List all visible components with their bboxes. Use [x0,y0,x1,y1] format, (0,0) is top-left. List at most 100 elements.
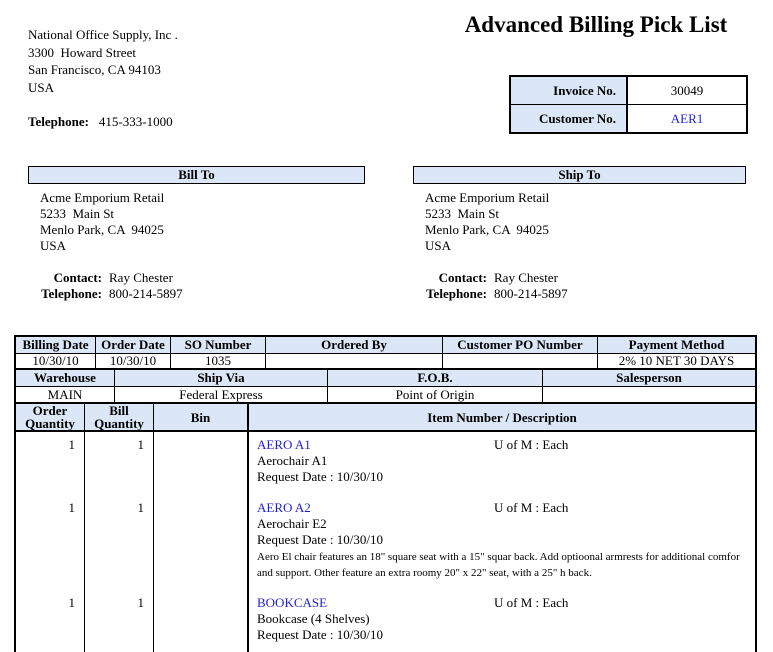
bill-to-contact-row: Contact: Ray Chester [28,270,365,286]
ship-to-street: 5233 Main St [425,206,500,221]
ship-to-contact-label: Contact: [438,270,487,285]
customer-po-number-header: Customer PO Number [443,337,598,354]
payment-method-header: Payment Method [598,337,755,354]
bin-cell [154,500,249,595]
table-row: 1 1 AERO A1 U of M : Each Aerochair A1 R… [16,432,755,500]
ship-to-header: Ship To [413,166,746,184]
ordered-by-header: Ordered By [266,337,443,354]
item-description-cell: BOOKCASE U of M : Each Bookcase (4 Shelv… [249,595,755,652]
company-address-block: National Office Supply, Inc . 3300 Howar… [28,26,178,131]
bill-to-contact-value: Ray Chester [109,270,173,285]
order-quantity-header: Order Quantity [16,404,85,432]
ship-via-value: Federal Express [115,387,328,404]
order-quantity-cell: 1 [16,432,85,500]
item-first-line: AERO A1 U of M : Each [257,437,755,453]
order-details-table: Billing Date Order Date SO Number Ordere… [14,335,757,652]
bin-header: Bin [154,404,249,432]
item-request-date: Request Date : 10/30/10 [257,627,384,642]
company-street: 3300 Howard Street [28,44,136,60]
fob-value: Point of Origin [328,387,543,404]
item-rows: 1 1 AERO A1 U of M : Each Aerochair A1 R… [16,432,755,652]
ship-to-telephone-row: Telephone: 800-214-5897 [413,286,746,302]
order-quantity-cell: 1 [16,500,85,595]
page-title: Advanced Billing Pick List [464,12,728,37]
table-row: 1 1 AERO A2 U of M : Each Aerochair E2 R… [16,500,755,595]
bill-to-contact-label: Contact: [53,270,102,285]
company-name: National Office Supply, Inc . [28,27,178,42]
billing-date-header: Billing Date [16,337,96,354]
bill-to-contact-rows: Contact: Ray Chester Telephone: 800-214-… [28,270,365,302]
item-description-text: Aerochair A1 [257,453,328,468]
ship-to-contact-value: Ray Chester [494,270,558,285]
item-request-date: Request Date : 10/30/10 [257,532,384,547]
ship-to-telephone-value: 800-214-5897 [494,286,568,301]
bill-quantity-header: Bill Quantity [85,404,154,432]
salesperson-header: Salesperson [543,370,755,387]
bill-to-telephone-row: Telephone: 800-214-5897 [28,286,365,302]
items-header-row: Order Quantity Bill Quantity Bin Item Nu… [16,404,755,432]
so-number-header: SO Number [171,337,266,354]
ship-to-telephone-label: Telephone: [426,286,487,301]
fob-header: F.O.B. [328,370,543,387]
bill-to-section: Bill To Acme Emporium Retail 5233 Main S… [28,166,365,302]
order-header-row-2: Warehouse Ship Via F.O.B. Salesperson [16,370,755,387]
warehouse-value: MAIN [16,387,115,404]
customer-number-link[interactable]: AER1 [670,110,704,126]
order-date-header: Order Date [96,337,171,354]
bill-quantity-cell: 1 [85,432,154,500]
ship-to-address: Acme Emporium Retail 5233 Main St Menlo … [425,190,746,254]
ship-to-contact-row: Contact: Ray Chester [413,270,746,286]
unit-of-measure: U of M : Each [494,437,569,452]
item-number-link[interactable]: AERO A2 [257,500,311,515]
order-value-row-2: MAIN Federal Express Point of Origin [16,387,755,404]
customer-po-number-value [443,354,598,370]
salesperson-value [543,387,755,404]
so-number-value: 1035 [171,354,266,370]
item-long-description: Aero El chair features an 18" square sea… [257,551,740,579]
bill-to-street: 5233 Main St [40,206,115,221]
bin-cell [154,432,249,500]
item-description-cell: AERO A1 U of M : Each Aerochair A1 Reque… [249,432,755,500]
warehouse-header: Warehouse [16,370,115,387]
customer-number-row: Customer No. AER1 [511,104,746,132]
bill-to-telephone-value: 800-214-5897 [109,286,183,301]
billing-date-value: 10/30/10 [16,354,96,370]
unit-of-measure: U of M : Each [494,595,569,610]
order-date-value: 10/30/10 [96,354,171,370]
payment-method-value: 2% 10 NET 30 DAYS [598,354,755,370]
ship-to-country: USA [425,238,452,253]
unit-of-measure: U of M : Each [494,500,569,515]
invoice-number-label: Invoice No. [511,77,628,104]
item-first-line: AERO A2 U of M : Each [257,500,755,516]
item-first-line: BOOKCASE U of M : Each [257,595,755,611]
ship-via-header: Ship Via [115,370,328,387]
bill-to-telephone-label: Telephone: [41,286,102,301]
bin-cell [154,595,249,652]
ordered-by-value [266,354,443,370]
invoice-info-box: Invoice No. 30049 Customer No. AER1 [509,75,748,134]
ship-to-city: Menlo Park, CA 94025 [425,222,549,237]
bill-to-header: Bill To [28,166,365,184]
item-description-text: Bookcase (4 Shelves) [257,611,370,626]
order-value-row-1: 10/30/10 10/30/10 1035 2% 10 NET 30 DAYS [16,354,755,370]
item-description-cell: AERO A2 U of M : Each Aerochair E2 Reque… [249,500,755,595]
order-quantity-cell: 1 [16,595,85,652]
order-header-row-1: Billing Date Order Date SO Number Ordere… [16,337,755,354]
bill-to-address: Acme Emporium Retail 5233 Main St Menlo … [40,190,365,254]
table-row: 1 1 BOOKCASE U of M : Each Bookcase (4 S… [16,595,755,652]
customer-number-label: Customer No. [511,105,628,132]
bill-to-city: Menlo Park, CA 94025 [40,222,164,237]
invoice-number-row: Invoice No. 30049 [511,77,746,104]
company-city: San Francisco, CA 94103 [28,62,161,77]
company-telephone-line: Telephone: 415-333-1000 [28,113,178,131]
item-number-description-header: Item Number / Description [249,404,755,432]
ship-to-contact-rows: Contact: Ray Chester Telephone: 800-214-… [413,270,746,302]
item-request-date: Request Date : 10/30/10 [257,469,384,484]
ship-to-name: Acme Emporium Retail [425,190,550,205]
company-telephone-label: Telephone: [28,114,89,129]
item-number-link[interactable]: BOOKCASE [257,595,328,610]
bill-quantity-cell: 1 [85,500,154,595]
company-telephone-value: 415-333-1000 [98,114,173,129]
item-number-link[interactable]: AERO A1 [257,437,311,452]
